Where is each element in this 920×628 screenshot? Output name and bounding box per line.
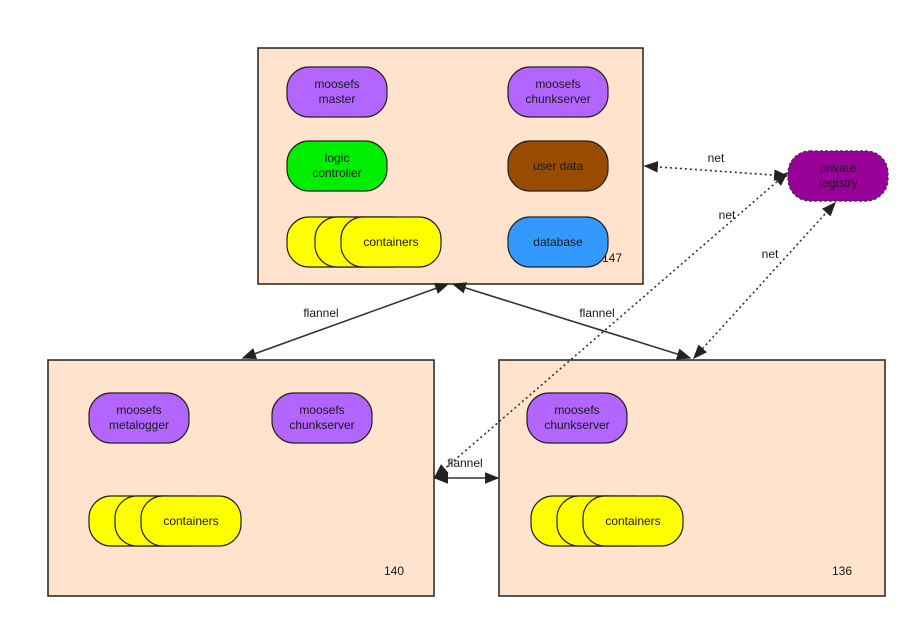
edge-147-registry-label: net: [708, 151, 725, 165]
node-private-registry: private registry: [787, 150, 889, 202]
node-metalogger-line1: moosefs: [116, 403, 161, 417]
node-logic-line1: logic: [325, 151, 350, 165]
node-chunk136-line1: moosefs: [554, 403, 599, 417]
node-containers-136: containers: [530, 495, 684, 547]
node-moosefs-chunkserver-147: moosefs chunkserver: [507, 66, 609, 118]
node-chunk136-line2: chunkserver: [544, 418, 609, 432]
host-136-label: 136: [832, 564, 852, 578]
edge-140-136: flannel: [433, 456, 500, 484]
node-containers-136-label: containers: [605, 514, 660, 528]
node-chunk140-line1: moosefs: [299, 403, 344, 417]
edge-140-136-label: flannel: [447, 456, 482, 470]
node-logic-controller: logic controller: [286, 140, 388, 192]
node-database-label: database: [533, 235, 583, 249]
node-moosefs-master: moosefs master: [286, 66, 388, 118]
host-140-label: 140: [384, 564, 404, 578]
node-userdata-label: user data: [533, 159, 583, 173]
edge-140-registry-label: net: [719, 208, 736, 222]
node-containers-140: containers: [88, 495, 242, 547]
node-moosefs-master-line2: master: [319, 92, 356, 106]
node-metalogger-line2: metalogger: [109, 418, 169, 432]
node-database: database: [507, 216, 609, 268]
node-moosefs-master-line1: moosefs: [314, 77, 359, 91]
node-user-data: user data: [507, 140, 609, 192]
node-containers-140-label: containers: [163, 514, 218, 528]
node-chunk147-line1: moosefs: [535, 77, 580, 91]
node-containers-147: containers: [286, 216, 442, 268]
edge-136-registry: net: [693, 201, 836, 360]
edge-136-registry-label: net: [762, 247, 779, 261]
node-chunk147-line2: chunkserver: [525, 92, 590, 106]
edge-147-136-label: flannel: [579, 306, 614, 320]
edge-147-140-label: flannel: [303, 306, 338, 320]
node-registry-line1: private: [820, 161, 856, 175]
edge-147-registry: net: [643, 151, 789, 181]
node-containers-147-label: containers: [363, 235, 418, 249]
node-moosefs-chunkserver-140: moosefs chunkserver: [271, 392, 373, 444]
node-logic-line2: controller: [312, 166, 361, 180]
edge-147-140: flannel: [241, 282, 450, 360]
node-moosefs-chunkserver-136: moosefs chunkserver: [526, 392, 628, 444]
node-moosefs-metalogger: moosefs metalogger: [88, 392, 190, 444]
node-chunk140-line2: chunkserver: [289, 418, 354, 432]
node-registry-line2: registry: [818, 176, 857, 190]
edge-147-136: flannel: [451, 282, 692, 360]
